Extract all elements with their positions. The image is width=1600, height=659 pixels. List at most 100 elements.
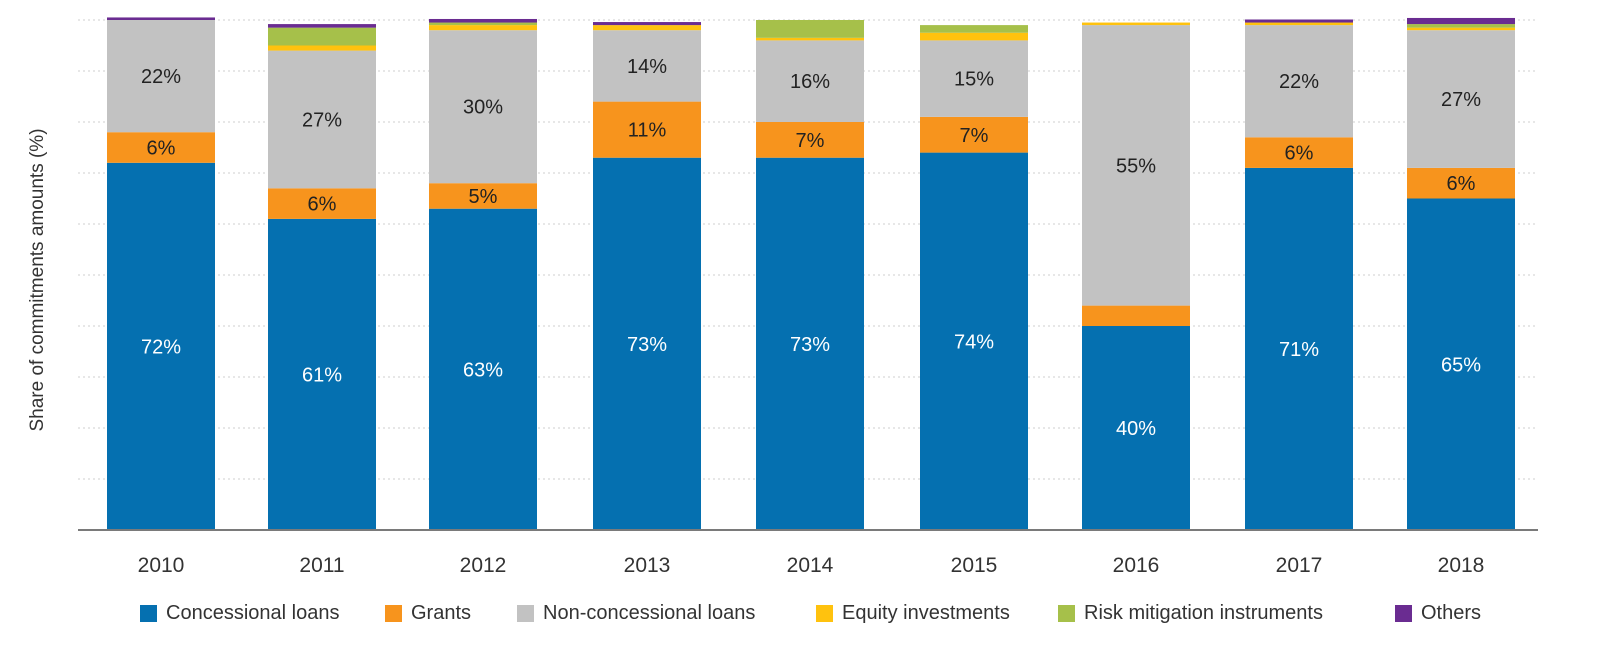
- legend-item: Concessional loans: [140, 602, 339, 625]
- bar-segment: [1407, 27, 1515, 31]
- x-tick-label: 2013: [624, 554, 671, 577]
- bar-segment: [1407, 30, 1515, 168]
- bar-segment: [268, 45, 376, 51]
- x-tick-label: 2010: [138, 554, 185, 577]
- bar-segment: [920, 25, 1028, 33]
- data-label: 71%: [1279, 339, 1319, 361]
- data-label: 22%: [141, 66, 181, 88]
- data-label: 72%: [141, 336, 181, 358]
- bar-segment: [756, 122, 864, 158]
- x-tick-label: 2014: [787, 554, 834, 577]
- bar-segment: [107, 20, 215, 133]
- data-label: 27%: [1441, 89, 1481, 111]
- bar-segment: [920, 152, 1028, 530]
- data-label: 22%: [1279, 71, 1319, 93]
- x-tick-label: 2015: [951, 554, 998, 577]
- data-label: 16%: [790, 71, 830, 93]
- bar-segment: [268, 218, 376, 530]
- data-label: 55%: [1116, 155, 1156, 177]
- bar-segment: [593, 22, 701, 26]
- bar-segment: [593, 30, 701, 102]
- bar-segment: [1082, 305, 1190, 326]
- data-label: 63%: [463, 359, 503, 381]
- data-label: 30%: [463, 97, 503, 119]
- bar-segment: [429, 22, 537, 26]
- bar-segment: [1407, 167, 1515, 199]
- legend-label: Concessional loans: [166, 602, 340, 624]
- data-label: 15%: [954, 69, 994, 91]
- data-label: 73%: [627, 334, 667, 356]
- bar-segment: [429, 30, 537, 184]
- data-label: 61%: [302, 364, 342, 386]
- bar-segment: [1082, 25, 1190, 306]
- legend-swatch: [517, 605, 534, 622]
- legend-item: Non-concessional loans: [517, 602, 755, 625]
- data-label: 6%: [308, 194, 337, 216]
- stacked-bar-chart: 72% 6% 22% 2010 61% 6% 27% 2011 63% 5% 30% 2012 73% 1…: [78, 17, 1538, 577]
- data-label: 40%: [1116, 418, 1156, 440]
- bar-segment: [593, 157, 701, 530]
- legend-item: Equity investments: [816, 602, 1010, 625]
- legend-swatch: [1058, 605, 1075, 622]
- data-label: 27%: [302, 109, 342, 131]
- bar-segment: [107, 17, 215, 20]
- data-label: 73%: [790, 334, 830, 356]
- x-tick-label: 2016: [1113, 554, 1160, 577]
- bar-segment: [756, 157, 864, 530]
- bar-segment: [1245, 22, 1353, 26]
- legend-label: Equity investments: [842, 602, 1010, 624]
- bar-segment: [593, 101, 701, 158]
- bar-segment: [920, 40, 1028, 117]
- x-tick-label: 2012: [460, 554, 507, 577]
- legend-swatch: [385, 605, 402, 622]
- bar-segment: [1245, 167, 1353, 530]
- legend-item: Grants: [385, 602, 471, 625]
- bar-segment: [920, 116, 1028, 153]
- legend-label: Risk mitigation instruments: [1084, 602, 1323, 624]
- legend-swatch: [816, 605, 833, 622]
- bar-segment: [1245, 19, 1353, 23]
- bar-segment: [429, 208, 537, 530]
- data-label: 14%: [627, 56, 667, 78]
- data-label: 6%: [1447, 173, 1476, 195]
- bar-segment: [756, 40, 864, 122]
- x-tick-label: 2011: [299, 554, 344, 577]
- data-label: 74%: [954, 331, 994, 353]
- bar-segment: [268, 27, 376, 46]
- data-label: 5%: [469, 186, 498, 208]
- data-label: 6%: [147, 138, 176, 160]
- bar-segment: [429, 18, 537, 23]
- bar-segment: [1407, 198, 1515, 530]
- bar-segment: [1407, 24, 1515, 28]
- data-label: 7%: [960, 125, 989, 147]
- x-tick-label: 2018: [1438, 554, 1485, 577]
- legend-item: Others: [1395, 602, 1481, 625]
- y-axis-label: Share of commitments amounts (%): [27, 128, 48, 432]
- legend-label: Others: [1421, 602, 1482, 624]
- bar-segment: [268, 50, 376, 189]
- bar-segment: [1407, 17, 1515, 25]
- legend-swatch: [1395, 605, 1412, 622]
- bar-segment: [1245, 25, 1353, 138]
- data-label: 7%: [796, 130, 825, 152]
- legend-item: Risk mitigation instruments: [1058, 602, 1323, 625]
- data-label: 6%: [1285, 143, 1314, 165]
- bar-segment: [107, 162, 215, 531]
- data-label: 65%: [1441, 354, 1481, 376]
- bar-segment: [1245, 137, 1353, 168]
- bar-segment: [593, 25, 701, 31]
- legend-label: Non-concessional loans: [543, 602, 756, 624]
- bar-segment: [429, 183, 537, 209]
- legend-swatch: [140, 605, 157, 622]
- bar-segment: [429, 25, 537, 31]
- bar-segment: [756, 20, 864, 38]
- bar-segment: [268, 24, 376, 28]
- bar-segment: [756, 37, 864, 41]
- data-label: 11%: [628, 120, 667, 142]
- bar-segment: [107, 132, 215, 163]
- legend: Concessional loans Grants Non-concessional…: [0, 602, 1600, 632]
- bar-segment: [1082, 326, 1190, 530]
- legend-label: Grants: [411, 602, 472, 624]
- x-tick-label: 2017: [1276, 554, 1323, 577]
